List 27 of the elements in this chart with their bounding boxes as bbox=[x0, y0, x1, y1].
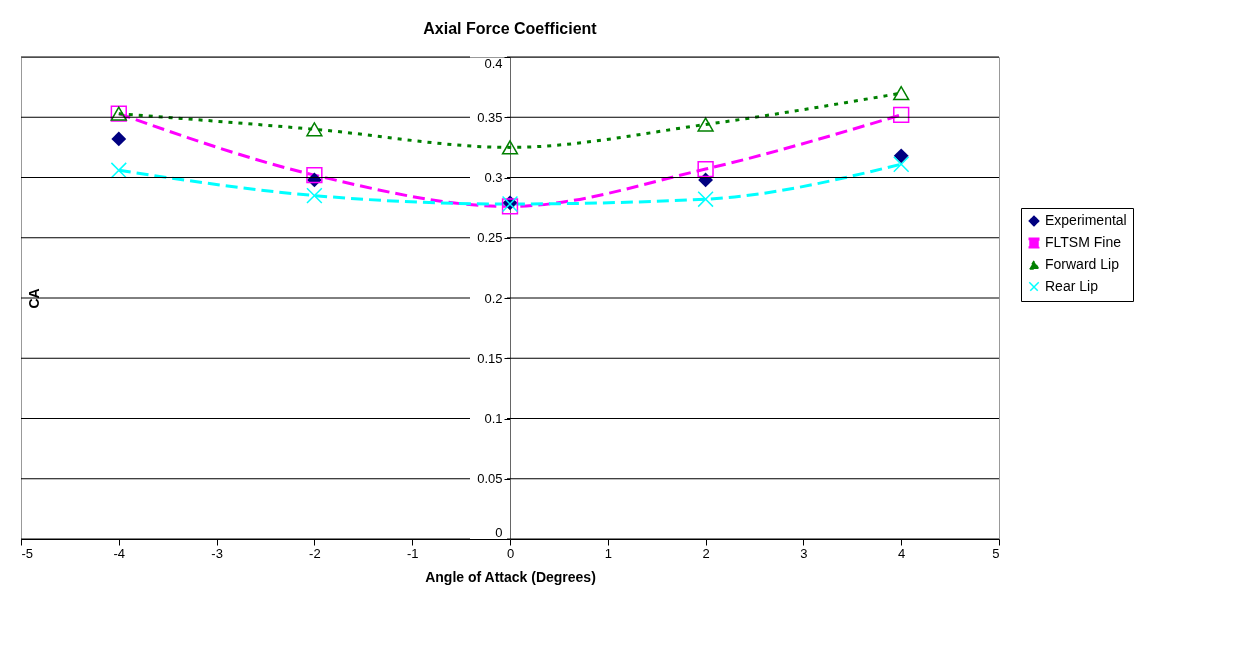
legend-label: FLTSM Fine bbox=[1045, 234, 1122, 250]
x-axis-title: Angle of Attack (Degrees) bbox=[425, 568, 596, 585]
x-tick-label: -2 bbox=[309, 545, 321, 561]
x-tick-label: -1 bbox=[406, 545, 419, 561]
x-tick-label: 4 bbox=[898, 545, 906, 561]
y-tick-label: 0.1 bbox=[484, 411, 503, 426]
x-tick-label: -3 bbox=[211, 545, 223, 561]
y-tick-label: 0.05 bbox=[477, 471, 503, 487]
y-tick-label: 0.25 bbox=[477, 230, 503, 246]
y-tick-label: 0.3 bbox=[484, 170, 503, 185]
y-axis-title: CA bbox=[25, 288, 42, 309]
x-tick-label: -5 bbox=[21, 545, 34, 561]
y-tick-label: 0 bbox=[495, 524, 503, 540]
x-tick-label: 2 bbox=[702, 545, 710, 561]
y-tick-label: 0.15 bbox=[477, 350, 503, 366]
x-tick-label: 5 bbox=[992, 545, 1000, 561]
legend-label: Rear Lip bbox=[1045, 278, 1099, 294]
y-tick-label: 0.4 bbox=[484, 55, 503, 71]
y-tick-label: 0.2 bbox=[484, 290, 503, 306]
chart-title: Axial Force Coefficient bbox=[423, 19, 598, 37]
legend-label: Experimental bbox=[1045, 212, 1127, 228]
y-tick-label: 0.35 bbox=[477, 109, 503, 125]
legend-label: Forward Lip bbox=[1045, 256, 1120, 272]
x-tick-label: 0 bbox=[506, 545, 515, 561]
x-tick-label: 1 bbox=[604, 545, 612, 561]
x-tick-label: 3 bbox=[800, 545, 808, 561]
x-tick-label: -4 bbox=[113, 545, 126, 561]
